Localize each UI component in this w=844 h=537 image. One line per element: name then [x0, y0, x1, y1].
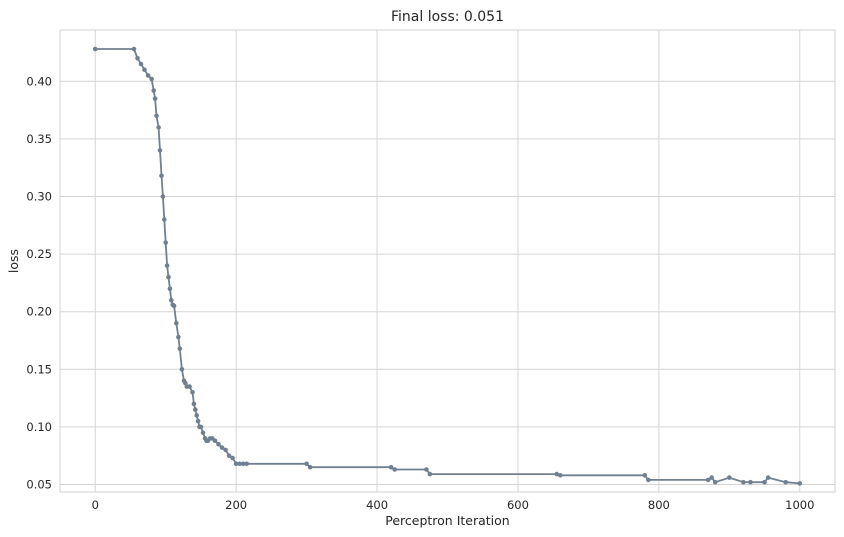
data-point [154, 113, 159, 119]
data-point [159, 173, 164, 178]
data-point [157, 148, 163, 153]
data-point [783, 479, 788, 485]
data-point [169, 297, 174, 303]
data-point [388, 464, 394, 470]
data-point [194, 413, 199, 418]
data-point [190, 390, 195, 395]
data-point [705, 477, 711, 483]
data-point [151, 88, 156, 93]
data-point [162, 217, 167, 222]
x-tick-label: 200 [225, 498, 247, 512]
data-point [765, 475, 771, 480]
data-point [741, 479, 746, 485]
data-point [160, 194, 166, 199]
data-point [223, 447, 228, 453]
data-point [304, 461, 309, 467]
data-point [193, 407, 198, 412]
data-point [233, 461, 239, 467]
data-point [166, 274, 171, 280]
data-point [200, 430, 206, 436]
data-point [762, 479, 767, 485]
x-tick-label: 1000 [785, 498, 814, 512]
data-point [230, 455, 235, 461]
data-point [226, 453, 232, 459]
data-point [131, 46, 137, 52]
series-layer [92, 46, 803, 486]
data-point [712, 479, 718, 485]
data-point [142, 67, 147, 72]
y-axis-title: loss [6, 249, 21, 273]
x-tick-label: 800 [648, 498, 670, 512]
x-tick-label: 400 [366, 498, 388, 512]
plot-frame [59, 29, 836, 493]
data-point [195, 418, 201, 424]
data-point [164, 263, 170, 268]
data-point [167, 286, 173, 292]
y-tick-label: 0.40 [26, 74, 52, 88]
y-tick-label: 0.15 [26, 362, 52, 376]
data-point [748, 479, 753, 485]
data-point [727, 475, 732, 480]
data-point [92, 46, 98, 52]
data-point [240, 461, 246, 467]
data-point [179, 367, 185, 372]
y-tick-label: 0.25 [26, 247, 52, 261]
data-point [237, 461, 242, 467]
plot-area [60, 30, 835, 492]
y-tick-label: 0.10 [26, 420, 52, 434]
data-point [554, 471, 559, 477]
data-point [709, 475, 714, 480]
y-axis-ticks: 0.05 0.10 0.15 0.20 0.25 0.30 0.35 0.40 [26, 74, 52, 491]
x-tick-label: 0 [92, 498, 99, 512]
data-point [216, 441, 221, 447]
data-point [427, 471, 433, 477]
data-point [797, 481, 803, 486]
data-point [198, 424, 204, 430]
data-point [149, 76, 154, 82]
data-point [152, 96, 158, 101]
y-tick-label: 0.05 [26, 478, 52, 492]
data-point [171, 303, 177, 309]
chart-title: Final loss: 0.051 [391, 9, 504, 25]
data-point [212, 438, 218, 444]
data-point [187, 384, 192, 389]
data-point [642, 473, 648, 478]
data-point [183, 380, 188, 386]
data-point [163, 240, 168, 245]
data-point [424, 467, 429, 472]
data-point [177, 346, 183, 351]
y-tick-label: 0.20 [26, 305, 52, 319]
data-point [646, 477, 651, 483]
data-point [176, 334, 181, 340]
x-tick-label: 600 [507, 498, 529, 512]
data-point [138, 61, 144, 67]
x-axis-ticks: 0 200 400 600 800 1000 [92, 498, 815, 512]
data-point [145, 73, 151, 78]
data-point [557, 473, 563, 478]
data-point [174, 320, 179, 326]
data-point [392, 467, 398, 472]
y-tick-label: 0.30 [26, 189, 52, 203]
grid [60, 30, 835, 492]
data-point [156, 125, 161, 130]
y-tick-label: 0.35 [26, 132, 52, 146]
data-point [191, 401, 197, 407]
x-axis-title: Perceptron Iteration [385, 513, 509, 528]
data-point [244, 461, 249, 467]
plot-border [59, 29, 836, 493]
data-point [307, 464, 313, 470]
data-point [135, 55, 140, 61]
data-point [219, 445, 225, 450]
